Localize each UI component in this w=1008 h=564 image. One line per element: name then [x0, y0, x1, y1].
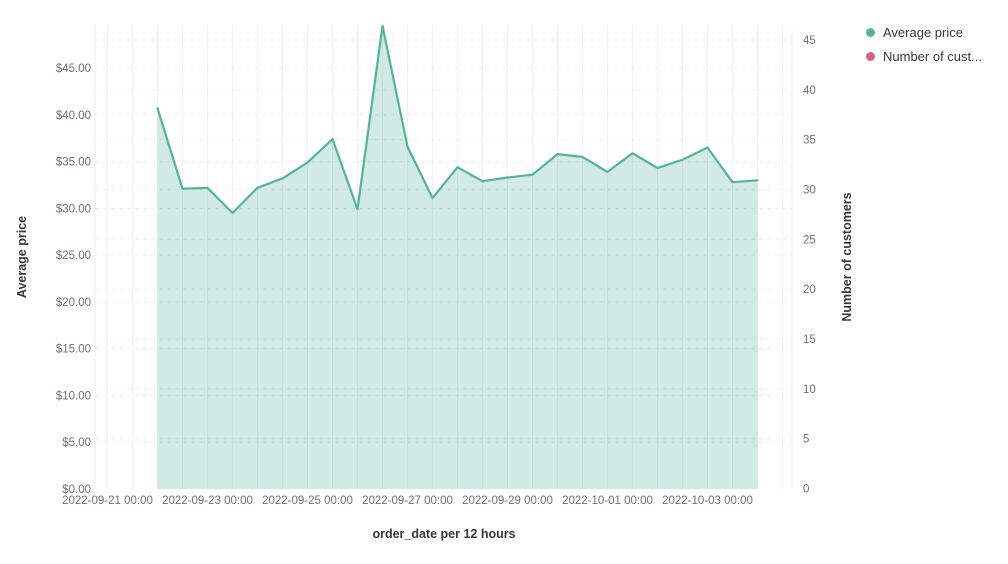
x-tick-label: 2022-09-29 00:00: [462, 495, 553, 507]
y-left-tick-label: $5.00: [62, 437, 91, 449]
y-left-tick-label: $45.00: [56, 63, 91, 75]
y-right-tick-label: 5: [803, 434, 809, 446]
y-right-tick-label: 0: [803, 484, 809, 496]
legend-series-dot-icon: [866, 28, 875, 37]
y-right-tick-label: 25: [803, 234, 816, 246]
x-tick-label: 2022-09-25 00:00: [262, 495, 353, 507]
y-right-tick-label: 15: [803, 334, 816, 346]
y-left-tick-label: $30.00: [56, 203, 91, 215]
y-axis-left-title: Average price: [15, 215, 29, 299]
y-right-tick-label: 45: [803, 35, 816, 47]
y-left-tick-label: $15.00: [56, 344, 91, 356]
y-left-tick-label: $25.00: [56, 250, 91, 262]
x-axis-title: order_date per 12 hours: [372, 527, 516, 541]
y-axis-right-title: Number of customers: [840, 192, 854, 322]
average-price-line: [156, 24, 759, 215]
legend-series-dot-icon: [866, 52, 875, 61]
y-left-tick-label: $0.00: [62, 484, 91, 496]
x-tick-label: 2022-09-27 00:00: [362, 495, 453, 507]
legend: Average price Number of cust...: [866, 25, 982, 64]
x-tick-label: 2022-10-01 00:00: [562, 495, 653, 507]
legend-item-average-price[interactable]: Average price: [866, 25, 982, 40]
y-right-tick-label: 35: [803, 135, 816, 147]
y-right-tick-label: 40: [803, 85, 816, 97]
y-right-tick-label: 20: [803, 284, 816, 296]
x-tick-label: 2022-09-23 00:00: [162, 495, 253, 507]
y-right-tick-label: 30: [803, 185, 816, 197]
y-right-tick-label: 10: [803, 384, 816, 396]
legend-item-number-of-customers[interactable]: Number of cust...: [866, 49, 982, 64]
y-left-tick-label: $40.00: [56, 110, 91, 122]
x-tick-label: 2022-10-03 00:00: [662, 495, 753, 507]
y-left-tick-label: $35.00: [56, 157, 91, 169]
legend-item-label: Number of cust...: [883, 49, 982, 64]
y-left-tick-label: $10.00: [56, 390, 91, 402]
x-tick-label: 2022-09-21 00:00: [62, 495, 153, 507]
legend-item-label: Average price: [883, 25, 963, 40]
average-price-area-fill: [157, 25, 758, 490]
y-left-tick-label: $20.00: [56, 297, 91, 309]
